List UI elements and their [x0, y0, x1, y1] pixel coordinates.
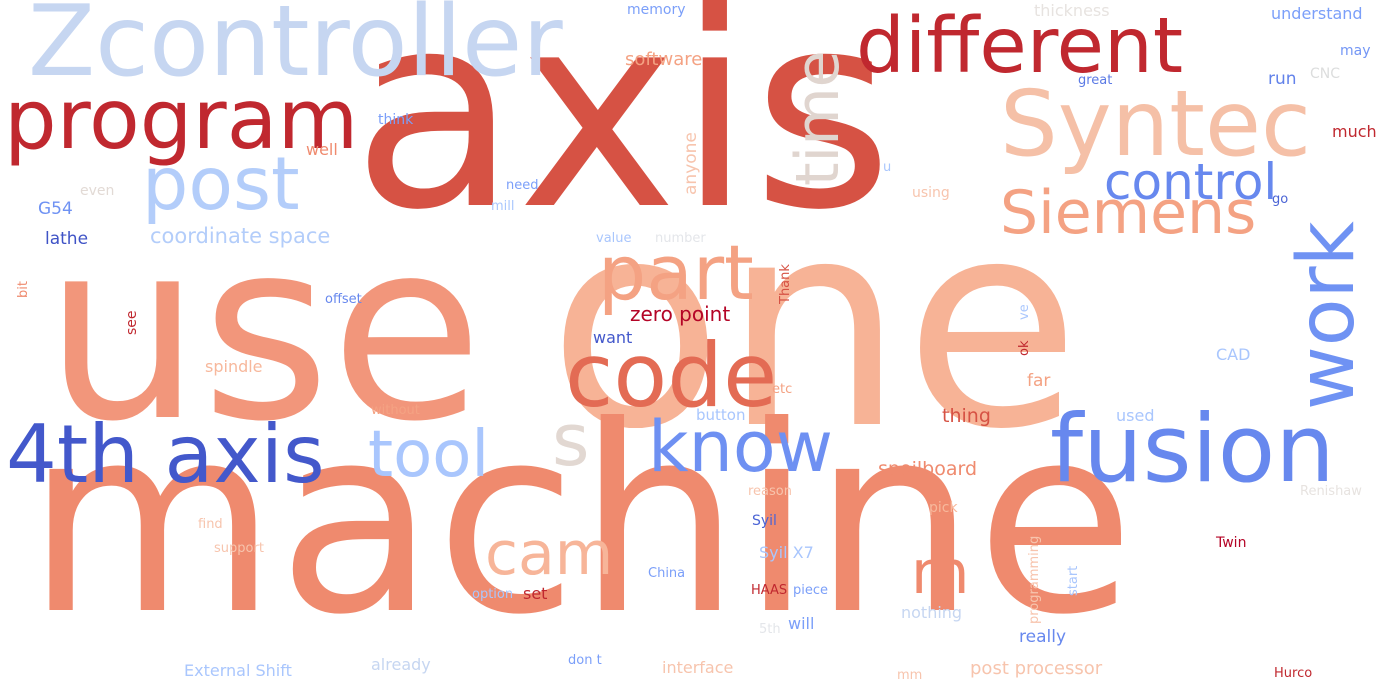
word-twin: Twin [1216, 535, 1247, 551]
word-may: may [1340, 43, 1371, 59]
word-start: start [1066, 565, 1081, 596]
word-mm: mm [897, 668, 923, 683]
word-syil: Syil [752, 513, 777, 529]
word-great: great [1078, 73, 1113, 88]
word-thickness: thickness [1034, 1, 1110, 20]
word-axis: axis [352, 0, 893, 269]
word-ok: ok [1017, 340, 1032, 356]
word-mill: mill [491, 199, 515, 214]
word-post: post [142, 142, 300, 227]
word-see: see [124, 310, 140, 335]
word-much: much [1332, 122, 1377, 141]
word-go: go [1272, 192, 1289, 207]
word-program: program [4, 71, 359, 168]
word-want: want [593, 328, 633, 347]
word-well: well [306, 140, 338, 159]
word-siemens: Siemens [1000, 178, 1257, 248]
word-anyone: anyone [681, 132, 701, 195]
word-already: already [371, 655, 431, 674]
word-tool: tool [368, 418, 490, 492]
word-work: work [1282, 221, 1372, 410]
word-post-processor: post processor [970, 658, 1103, 679]
word-cnc: CNC [1310, 66, 1341, 82]
word-control: control [1104, 153, 1278, 211]
word-don-t: don t [568, 653, 602, 668]
word-fusion: fusion [1050, 395, 1335, 504]
word-code: code [565, 324, 778, 427]
word-support: support [214, 541, 264, 556]
word-think: think [378, 112, 414, 128]
word-5th: 5th [759, 622, 781, 637]
word-value: value [596, 231, 632, 246]
word-know: know [648, 406, 833, 488]
word-external-shift: External Shift [184, 661, 292, 680]
word-lathe: lathe [45, 229, 89, 249]
word-bit: bit [16, 281, 31, 298]
word-zero-point: zero point [630, 302, 731, 326]
word-different: different [856, 2, 1184, 91]
word-need: need [506, 178, 539, 193]
word-s: s [552, 398, 590, 482]
word-cam: cam [485, 519, 614, 589]
word-find: find [198, 517, 223, 532]
word-piece: piece [793, 583, 829, 598]
word-time: time [783, 50, 853, 186]
word-coordinate-space: coordinate space [150, 224, 331, 248]
word-run: run [1268, 69, 1297, 89]
word-without: without [371, 403, 420, 418]
word-part: part [598, 228, 754, 317]
word-spoilboard: spoilboard [878, 458, 978, 480]
word-u: u [883, 160, 892, 175]
word-used: used [1116, 406, 1155, 425]
word-will: will [788, 614, 815, 633]
word-using: using [912, 185, 950, 201]
word-g54: G54 [38, 199, 73, 219]
word-button: button [696, 406, 746, 424]
word-option: option [472, 587, 514, 602]
word-m: m [911, 538, 970, 608]
word-syil-x7: Syil X7 [759, 543, 814, 562]
word-really: really [1019, 627, 1066, 647]
word-renishaw: Renishaw [1300, 484, 1362, 499]
word-haas: HAAS [751, 583, 788, 598]
word-programming: programming [1027, 535, 1042, 624]
word-offset: offset [325, 292, 362, 307]
word-reason: reason [748, 484, 792, 499]
word-even: even [80, 183, 115, 199]
word-etc: etc [772, 382, 793, 397]
word-interface: interface [662, 658, 734, 677]
word-use: use [44, 188, 483, 476]
word-set: set [523, 584, 548, 603]
word-thing: thing [942, 405, 991, 427]
word-china: China [648, 566, 686, 581]
word-pick: pick [929, 500, 958, 516]
word-4th-axis: 4th axis [6, 408, 325, 501]
word-nothing: nothing [901, 603, 963, 622]
word-thank: Thank [778, 264, 793, 304]
word-hurco: Hurco [1274, 666, 1313, 681]
word-syntec: Syntec [1000, 72, 1311, 177]
word-ve: ve [1017, 304, 1032, 320]
word-one: one [548, 160, 1081, 492]
word-understand: understand [1271, 4, 1363, 23]
word-memory: memory [627, 2, 686, 18]
word-machine: machine [26, 371, 1135, 671]
word-cad: CAD [1216, 345, 1251, 364]
word-software: software [625, 49, 703, 70]
word-number: number [655, 231, 706, 246]
word-spindle: spindle [205, 357, 263, 376]
word-zcontroller: Zcontroller [28, 0, 563, 99]
word-far: far [1027, 371, 1051, 391]
